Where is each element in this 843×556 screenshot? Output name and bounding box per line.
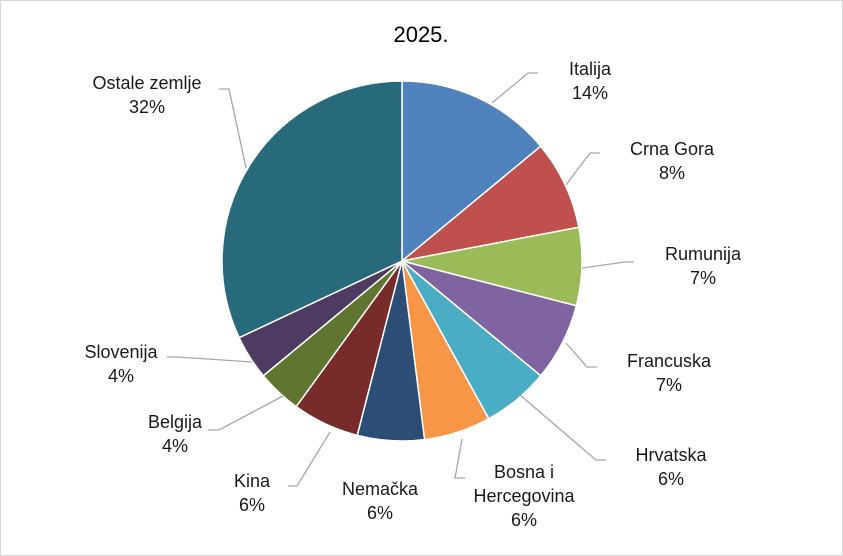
data-label: Hrvatska 6%: [635, 445, 707, 489]
leader-line: [581, 261, 634, 269]
data-label-category: Belgija: [148, 412, 203, 432]
data-label-category: Crna Gora: [630, 139, 715, 159]
data-label-percent: 6%: [239, 495, 265, 515]
data-label-category: Francuska: [627, 351, 712, 371]
data-label-category: Bosna i: [494, 462, 554, 482]
data-label: Crna Gora 8%: [630, 139, 715, 183]
data-labels: Italija 14%Crna Gora 8%Rumunija 7%Francuska…: [84, 59, 742, 530]
data-label-percent: 32%: [129, 97, 165, 117]
chart-title: 2025.: [393, 22, 448, 47]
data-label: Slovenija 4%: [84, 342, 158, 386]
data-label: Kina 6%: [234, 471, 271, 515]
data-label-percent: 8%: [659, 163, 685, 183]
data-label: Bosna i Hercegovina 6%: [473, 462, 575, 530]
pie-slice-italija: [401, 80, 542, 263]
data-label-percent: 7%: [656, 375, 682, 395]
data-label-category: Nemačka: [342, 479, 419, 499]
data-label: Belgija 4%: [148, 412, 203, 456]
leader-line: [454, 438, 465, 479]
data-label-percent: 7%: [690, 268, 716, 288]
data-label: Francuska 7%: [627, 351, 712, 395]
data-label-category: Hercegovina: [473, 486, 575, 506]
leader-line: [565, 342, 597, 368]
data-label-category: Kina: [234, 471, 271, 491]
leader-line: [565, 152, 600, 186]
data-label: Rumunija 7%: [665, 244, 742, 288]
data-label-category: Slovenija: [84, 342, 158, 362]
leader-line: [208, 395, 284, 431]
data-label: Nemačka 6%: [342, 479, 419, 523]
data-label-category: Italija: [569, 59, 612, 79]
data-label-percent: 4%: [162, 436, 188, 456]
leader-line: [167, 356, 253, 363]
data-label-percent: 14%: [572, 83, 608, 103]
leader-line: [519, 394, 606, 461]
data-label: Ostale zemlje 32%: [92, 73, 201, 117]
data-label-category: Hrvatska: [635, 445, 707, 465]
data-label-percent: 4%: [108, 366, 134, 386]
pie-slices: [221, 80, 583, 442]
leader-line: [491, 72, 538, 104]
pie-slice-crna-gora: [401, 145, 580, 262]
data-label: Italija 14%: [569, 59, 612, 103]
data-label-percent: 6%: [367, 503, 393, 523]
data-label-percent: 6%: [511, 510, 537, 530]
data-label-category: Ostale zemlje: [92, 73, 201, 93]
leader-lines: [167, 72, 634, 487]
leader-line: [219, 88, 247, 169]
data-label-percent: 6%: [658, 469, 684, 489]
leader-line: [288, 431, 331, 487]
data-label-category: Rumunija: [665, 244, 742, 264]
pie-slice-ostale-zemlje: [221, 80, 403, 339]
